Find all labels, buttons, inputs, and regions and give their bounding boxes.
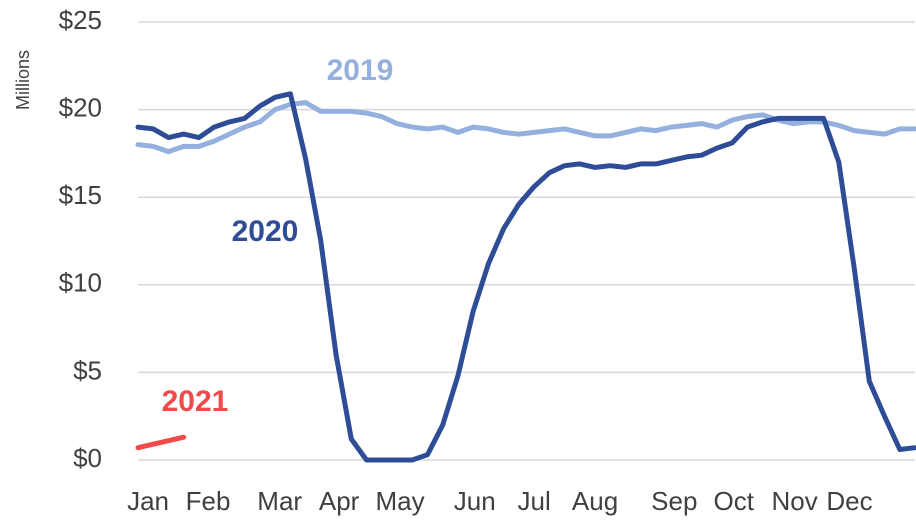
x-tick-label: Dec	[826, 486, 872, 516]
x-tick-label: Oct	[713, 486, 754, 516]
y-tick-label: $15	[59, 180, 102, 210]
series-line	[135, 91, 916, 463]
series-label: 2021	[162, 385, 229, 418]
y-tick-label: $5	[73, 355, 102, 385]
x-tick-label: Apr	[319, 486, 360, 516]
x-tick-label: Sep	[651, 486, 697, 516]
x-tick-label: Jul	[517, 486, 550, 516]
x-tick-label: May	[375, 486, 424, 516]
y-tick-label: $20	[59, 92, 102, 122]
x-tick-label: Nov	[772, 486, 818, 516]
series-line	[135, 100, 916, 155]
x-tick-label: Aug	[572, 486, 618, 516]
x-tick-label: Feb	[186, 486, 231, 516]
series-label: 2019	[327, 54, 394, 87]
y-axis-title: Millions	[13, 50, 33, 110]
x-tick-label: Mar	[257, 486, 302, 516]
y-tick-label: $25	[59, 5, 102, 35]
y-tick-label: $10	[59, 268, 102, 298]
series-label: 2020	[232, 215, 299, 248]
x-tick-label: Jun	[454, 486, 496, 516]
y-tick-label: $0	[73, 443, 102, 473]
x-tick-label: Jan	[127, 486, 169, 516]
series-line	[135, 434, 187, 451]
